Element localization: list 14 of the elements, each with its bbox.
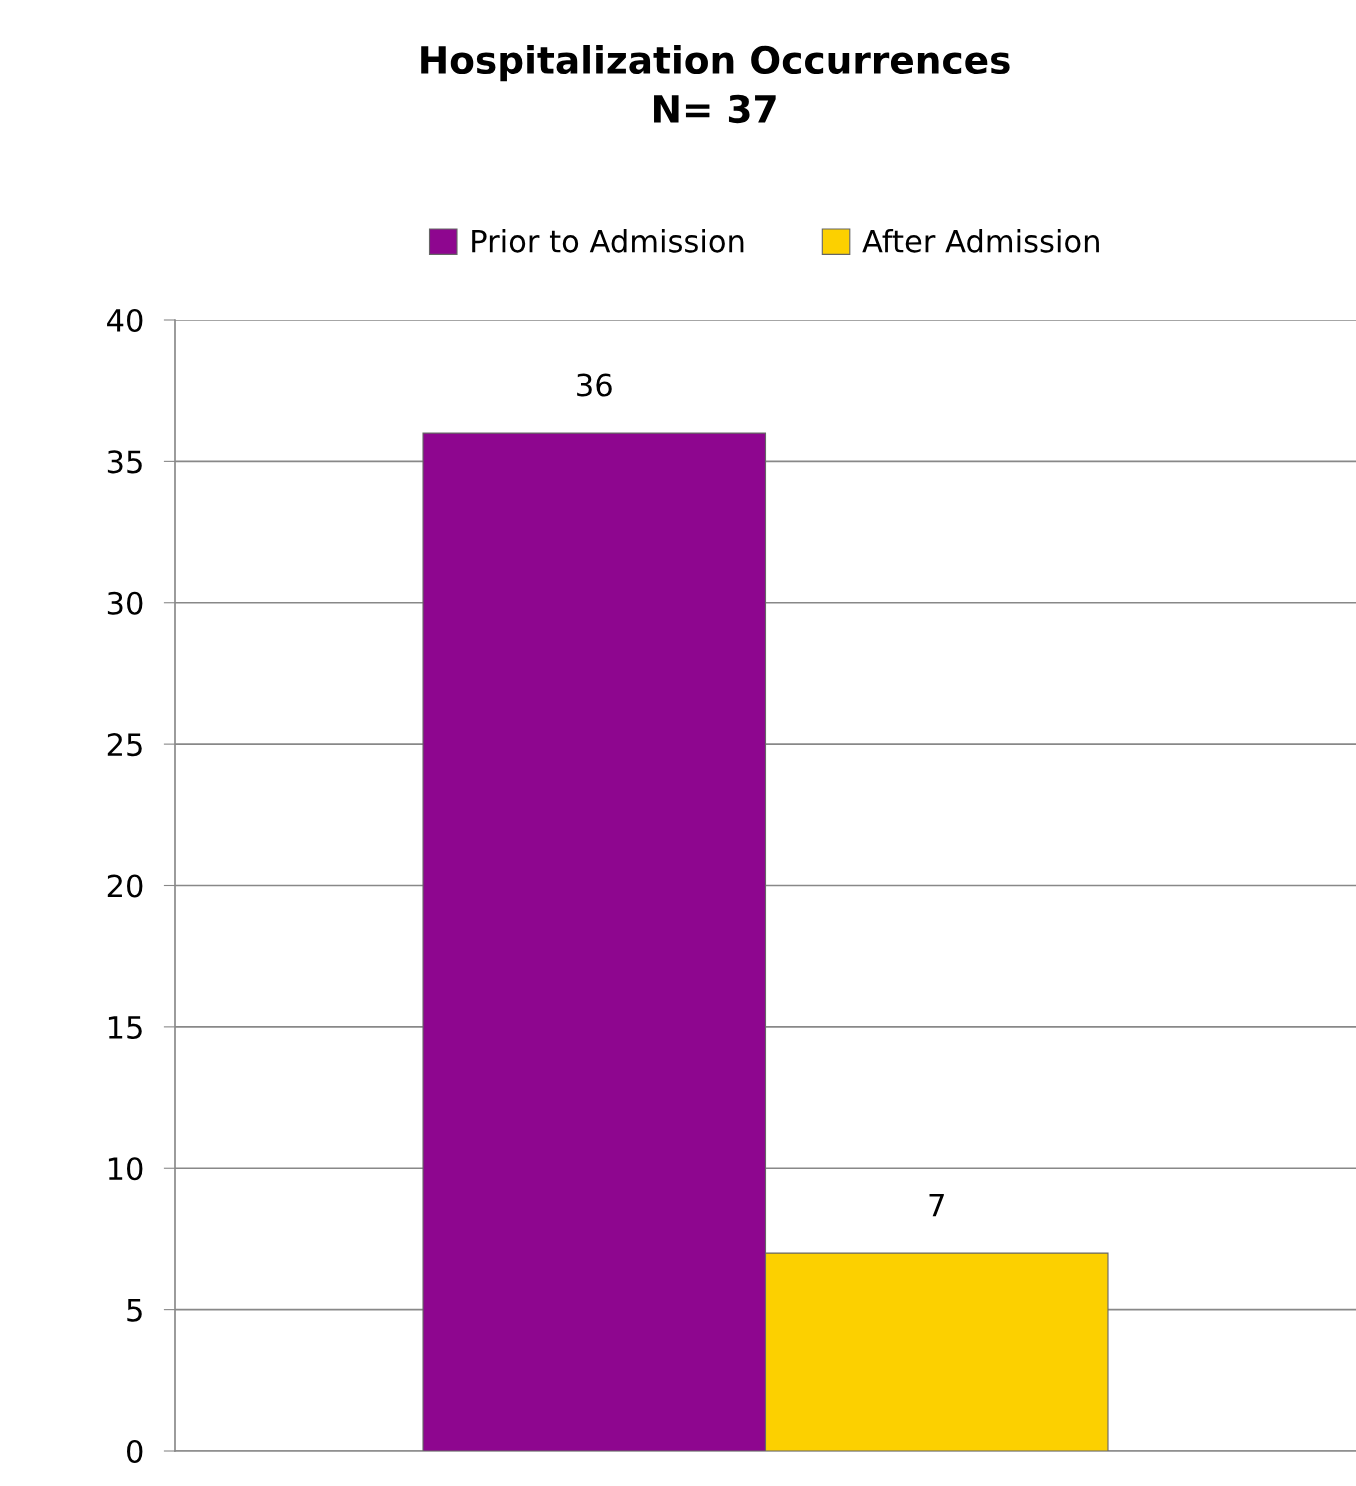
y-tick-label: 40 (107, 308, 143, 333)
y-tick-label: 10 (108, 1157, 143, 1181)
y-tick-label: 5 (127, 1298, 142, 1322)
data-label: 7 (929, 1193, 944, 1217)
legend-label: After Admission (862, 229, 1099, 253)
y-tick-label: 15 (108, 1016, 142, 1039)
chart-title: Hospitalization Occurrences N= 37 (421, 45, 1010, 124)
y-tick-label: 20 (107, 874, 143, 898)
y-tick-label: 25 (107, 733, 142, 757)
y-tick-label: 0 (127, 1439, 143, 1464)
y-tick-label: 30 (107, 591, 143, 615)
legend-label: Prior to Admission (472, 229, 744, 253)
data-label: 36 (577, 373, 612, 397)
y-tick-label: 35 (107, 450, 142, 474)
